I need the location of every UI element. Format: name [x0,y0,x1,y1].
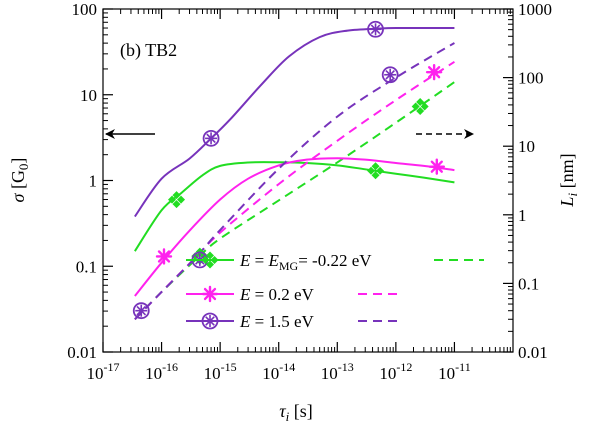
marker-ring [132,302,150,320]
x-tick-label: 10-11 [438,360,471,383]
y-left-tick-label: 10 [80,86,97,105]
diamond-petal [371,171,380,180]
circle-asterisk-marker [367,20,384,38]
y-left-tick-label: 0.1 [76,257,97,276]
marker-ray [374,24,381,30]
diamond-petal [205,251,215,260]
marker-ring [381,66,399,84]
axis-ticks [102,8,513,353]
marker-ring [202,129,220,147]
marker-ray [210,133,216,139]
circle-asterisk-marker [381,66,399,84]
y-right-tick-label: 1000 [518,0,552,19]
y-left-tick-label: 0.01 [67,343,97,362]
asterisk-marker [425,63,443,81]
marker-ray [209,316,215,322]
y-right-tick-label: 0.01 [518,343,548,362]
y-left-tick-label: 100 [72,0,98,19]
diamond-petal [371,162,380,171]
diamond-petal [210,256,219,265]
diamond-petal [416,97,425,106]
diamond-petal [172,200,181,209]
y-left-tick-label: 1 [89,172,98,191]
legend-label: E = EMG= -0.22 eV [239,251,372,273]
y-right-tick-label: 10 [518,137,535,156]
diamond-petal [367,166,376,175]
diamond-petal [172,191,181,200]
diamond-cross-marker [168,191,186,209]
y-right-axis-title: Li [nm] [557,153,580,207]
marker-ray [140,305,147,312]
x-tick-label: 10-17 [87,360,120,383]
x-tick-label: 10-16 [145,360,178,383]
axis-tick-labels: 10-17 10-16 10-15 10-14 10-13 10-12 10-11 0.01 0… [67,0,552,383]
y-left-axis-title: σ [G0] [8,158,31,203]
x-tick-label: 10-12 [379,360,412,383]
sigma-line-series-3 [134,26,455,218]
length-line-series-3 [134,42,455,320]
series-layer [134,26,455,320]
legend-label: E = 1.5 eV [239,312,315,331]
x-tick-label: 10-13 [321,360,354,383]
diamond-petal [411,102,420,111]
asterisk-ray [162,250,171,258]
legend-label: E = 0.2 eV [239,285,315,304]
diamond-petal [376,166,385,175]
x-tick-label: 10-14 [262,360,295,383]
sigma-line-series-2 [134,157,455,297]
circle-asterisk-marker [201,312,219,330]
diamond-petal [416,106,425,115]
legend: E = EMG= -0.22 eV E = 0.2 eV E = 1.5 eV [186,251,484,331]
y-right-tick-label: 1 [518,206,527,225]
marker-ray [389,69,395,76]
y-right-tick-label: 0.1 [518,274,539,293]
marker-ring [201,312,219,330]
diamond-petal [205,260,215,269]
diamond-cross-marker [411,97,429,115]
asterisk-ray [432,66,441,74]
diamond-petal [201,256,210,265]
y-right-tick-label: 100 [518,69,544,88]
asterisk-marker [428,158,445,175]
marker-ring [367,20,384,38]
sigma-line-series-1 [134,161,455,252]
asterisk-ray [208,287,217,296]
diamond-petal [168,195,177,204]
diamond-cross-marker [367,162,385,180]
diamond-cross-marker [201,251,219,269]
circle-asterisk-marker [202,129,220,147]
asterisk-marker [201,285,219,303]
diamond-petal [420,102,429,111]
asterisk-ray [435,160,443,168]
circle-asterisk-marker [132,302,150,320]
asterisk-marker [155,248,173,265]
x-tick-label: 10-15 [204,360,237,383]
panel-label: (b) TB2 [120,40,177,61]
x-axis-title: τi [s] [279,401,313,424]
diamond-petal [177,195,186,204]
